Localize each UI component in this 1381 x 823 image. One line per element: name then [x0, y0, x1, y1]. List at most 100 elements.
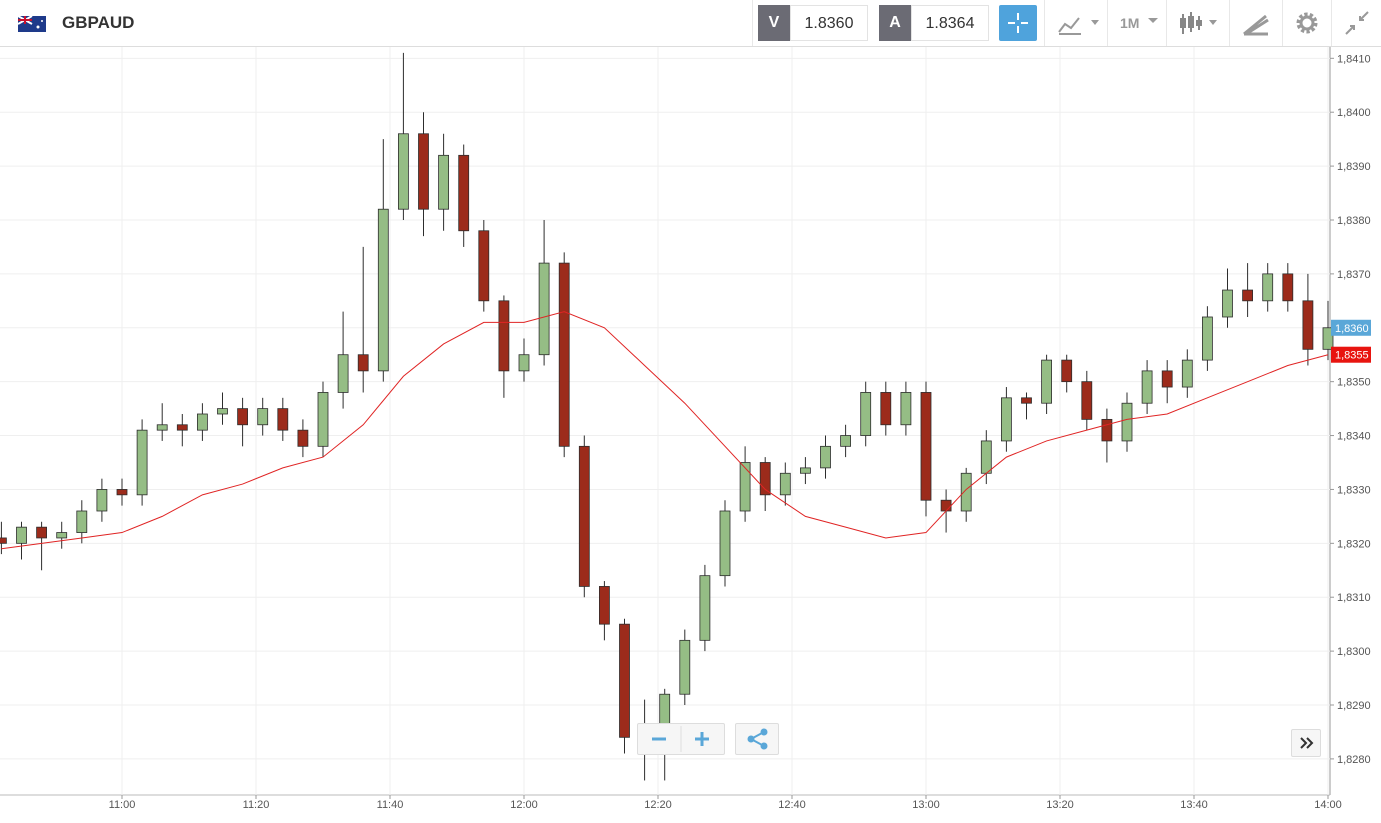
candle-body — [1061, 359, 1073, 383]
price-marker — [1331, 346, 1371, 363]
candle-body — [578, 445, 590, 587]
zoom-group — [637, 723, 725, 755]
y-tick-label: 1,8410 — [1337, 53, 1371, 65]
candle-body — [36, 526, 47, 539]
candle-body — [357, 354, 369, 372]
x-tick-label: 11:20 — [243, 799, 270, 811]
candle-body — [779, 472, 791, 496]
candle-body — [217, 408, 228, 415]
y-tick-label: 1,8350 — [1337, 377, 1371, 389]
share-button[interactable] — [735, 723, 779, 755]
candle-body — [156, 424, 168, 431]
x-tick-label: 12:40 — [778, 799, 806, 811]
y-tick-label: 1,8390 — [1337, 161, 1371, 173]
candle-body — [96, 489, 108, 512]
candle-body — [739, 462, 751, 512]
candle-body — [1282, 273, 1294, 302]
candle-body — [176, 424, 188, 431]
candle-body — [1141, 370, 1153, 404]
candle-body — [498, 300, 510, 372]
bid-label[interactable]: V — [758, 5, 790, 41]
candle-body — [1081, 381, 1093, 420]
candle-body — [317, 392, 329, 447]
candle-body — [136, 429, 148, 496]
y-tick-label: 1,8340 — [1337, 431, 1371, 443]
candle-body — [277, 408, 289, 431]
candle-body — [237, 408, 249, 426]
candle-body — [980, 440, 992, 474]
moving-average-line — [1, 311, 1329, 550]
candle-body — [940, 499, 952, 512]
ask-label[interactable]: A — [879, 5, 911, 41]
candle-body — [196, 413, 208, 431]
y-tick-label: 1,8310 — [1337, 592, 1371, 604]
settings-button[interactable] — [1282, 0, 1331, 46]
candle-body — [297, 429, 309, 447]
toolbar: GBPAUD V 1.8360 A 1.8364 1M — [0, 0, 1381, 47]
ask-price[interactable]: 1.8364 — [911, 5, 989, 41]
candle-body — [478, 230, 490, 302]
candle-body — [397, 133, 409, 210]
price-marker — [1331, 319, 1371, 336]
candle-body — [518, 354, 530, 372]
symbol: GBPAUD — [62, 13, 135, 32]
candle-body — [257, 408, 269, 426]
x-tick-label: 13:20 — [1046, 799, 1074, 811]
candle-body — [458, 154, 470, 232]
candle-style-button[interactable] — [1166, 0, 1229, 46]
x-tick-label: 12:20 — [644, 799, 672, 811]
candle-body — [960, 472, 972, 512]
chart-type-button[interactable] — [1044, 0, 1107, 46]
price-marker-label: 1,8355 — [1335, 350, 1369, 362]
draw-button[interactable] — [1229, 0, 1282, 46]
candle-body — [820, 445, 831, 469]
candle-body — [1322, 327, 1334, 350]
candle-body — [1021, 397, 1032, 404]
x-tick-label: 11:40 — [377, 799, 404, 811]
candle-body — [599, 586, 610, 625]
y-tick-label: 1,8290 — [1337, 700, 1371, 712]
candle-body — [377, 208, 389, 372]
candle-body — [860, 392, 872, 436]
candle-body — [116, 489, 128, 496]
candle-body — [1161, 370, 1173, 388]
candle-body — [619, 623, 630, 738]
price-marker-label: 1,8360 — [1335, 323, 1369, 335]
collapse-button[interactable] — [1331, 0, 1381, 46]
candle-body — [1262, 273, 1274, 302]
candle-body — [1101, 418, 1113, 442]
timeframe-button[interactable]: 1M — [1107, 0, 1166, 46]
crosshair-button[interactable] — [999, 5, 1037, 41]
scroll-right-button[interactable] — [1291, 729, 1321, 757]
timeframe[interactable]: 1M — [1120, 15, 1140, 31]
x-tick-label: 14:00 — [1314, 799, 1342, 811]
y-tick-label: 1,8320 — [1337, 538, 1371, 550]
candle-body — [438, 154, 450, 210]
y-tick-label: 1,8330 — [1337, 484, 1371, 496]
candle-body — [759, 462, 771, 496]
candle-body — [418, 133, 429, 210]
candle-body — [1001, 397, 1012, 442]
candle-body — [719, 510, 731, 577]
candle-body — [1202, 316, 1213, 361]
y-tick-label: 1,8300 — [1337, 646, 1371, 658]
candle-body — [76, 510, 88, 533]
candle-body — [1302, 300, 1314, 350]
x-tick-label: 12:00 — [510, 799, 538, 811]
candle-body — [800, 467, 811, 474]
y-tick-label: 1,8380 — [1337, 215, 1371, 227]
candle-body — [1121, 402, 1133, 442]
candle-body — [840, 435, 851, 447]
chart: 1,8280 1,8290 1,8300 1,8310 1,8320 1,8330 1,83… — [0, 47, 1371, 811]
candle-body — [920, 392, 932, 501]
candle-body — [56, 532, 68, 539]
candle-body — [337, 354, 349, 393]
candle-body — [1242, 289, 1253, 302]
flag — [18, 16, 46, 32]
bid-price[interactable]: 1.8360 — [790, 5, 868, 41]
candle-body — [880, 392, 892, 426]
candle-body — [1222, 289, 1233, 318]
y-tick-label: 1,8400 — [1337, 107, 1371, 119]
y-tick-label: 1,8370 — [1337, 269, 1371, 281]
